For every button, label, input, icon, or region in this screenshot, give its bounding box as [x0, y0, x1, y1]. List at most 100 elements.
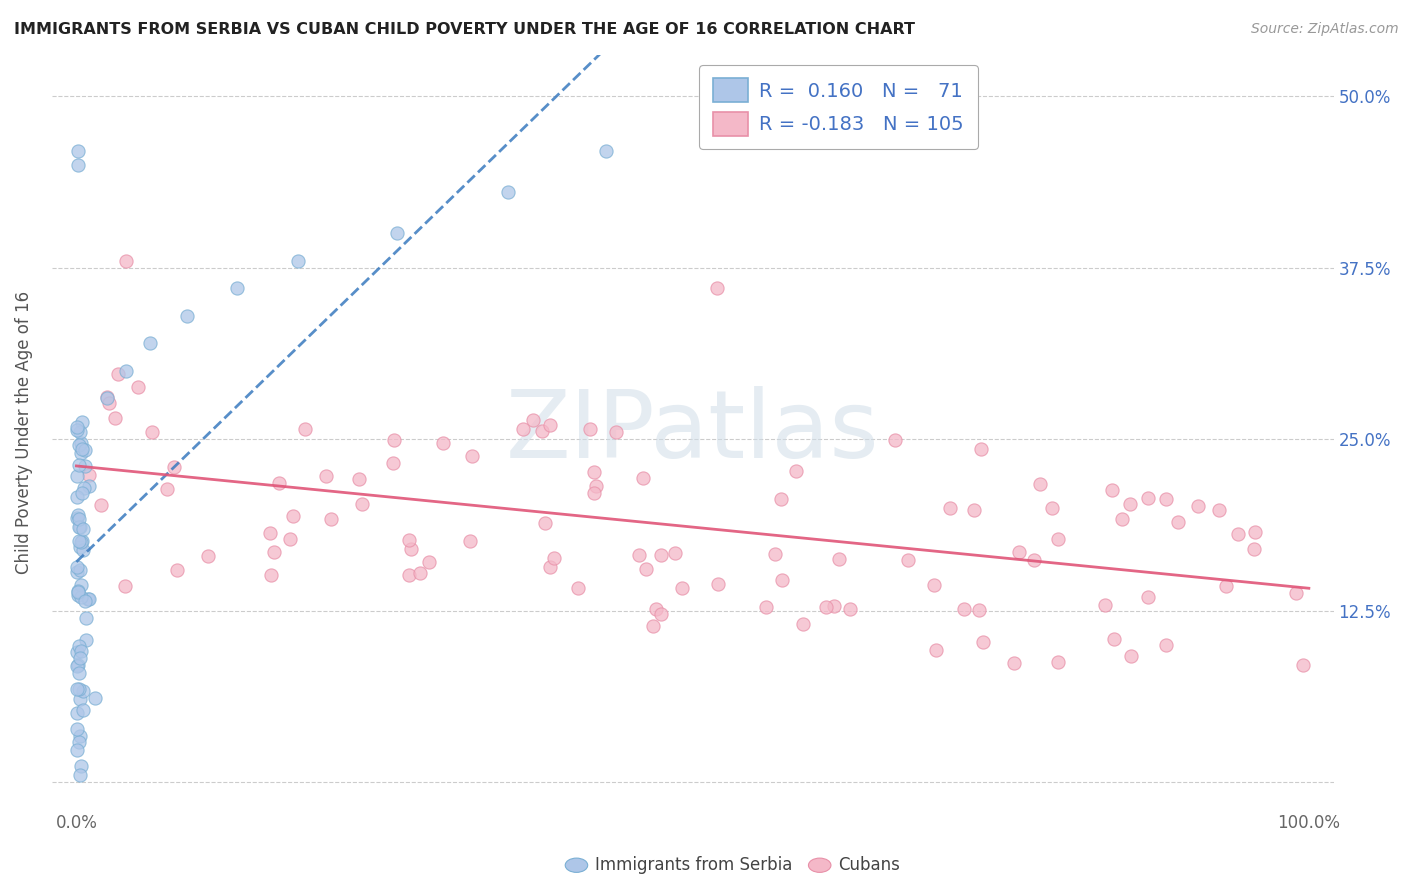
Text: ZIPatlas: ZIPatlas — [506, 386, 879, 478]
Point — [114, 579, 136, 593]
Point — [72, 485, 94, 500]
Point — [496, 186, 519, 200]
Point — [66, 158, 89, 172]
Point — [1244, 525, 1267, 540]
Point — [382, 433, 405, 447]
Point — [77, 467, 100, 482]
Point — [69, 729, 91, 743]
Point — [595, 144, 617, 158]
Point — [77, 591, 100, 606]
Point — [763, 547, 786, 561]
Point — [671, 582, 693, 596]
Point — [66, 589, 89, 603]
Point — [838, 602, 860, 616]
Point — [73, 459, 96, 474]
Point — [350, 497, 373, 511]
Point — [66, 645, 89, 659]
Point — [66, 743, 89, 757]
Point — [66, 469, 89, 483]
Point — [1002, 656, 1025, 670]
Point — [114, 253, 136, 268]
Point — [72, 522, 94, 536]
Point — [385, 227, 408, 241]
Point — [141, 425, 163, 439]
Point — [770, 491, 793, 506]
Point — [1208, 503, 1230, 517]
Point — [166, 563, 188, 577]
Point — [814, 599, 837, 614]
Point — [1154, 491, 1177, 506]
Point — [1111, 511, 1133, 525]
Point — [1046, 532, 1069, 546]
Point — [66, 584, 89, 599]
Point — [97, 395, 120, 409]
Point — [1047, 655, 1070, 669]
Point — [269, 475, 291, 490]
Point — [263, 545, 285, 559]
Point — [540, 417, 562, 432]
Point — [69, 650, 91, 665]
Point — [67, 639, 90, 653]
Point — [636, 562, 658, 576]
Point — [70, 442, 93, 456]
Point — [67, 681, 90, 696]
Point — [96, 390, 118, 404]
Point — [512, 422, 534, 436]
Text: Source: ZipAtlas.com: Source: ZipAtlas.com — [1251, 22, 1399, 37]
Point — [77, 591, 100, 606]
Point — [66, 658, 89, 673]
Point — [605, 425, 627, 439]
Point — [461, 449, 484, 463]
Point — [114, 363, 136, 377]
Point — [72, 703, 94, 717]
Point — [66, 559, 89, 574]
Point — [70, 591, 93, 605]
Point — [792, 616, 814, 631]
Point — [785, 464, 807, 478]
Point — [349, 471, 371, 485]
Point — [1187, 500, 1209, 514]
Point — [225, 281, 247, 295]
Point — [69, 520, 91, 534]
Point — [72, 542, 94, 557]
Point — [567, 581, 589, 595]
Point — [70, 446, 93, 460]
Point — [66, 419, 89, 434]
Point — [644, 602, 666, 616]
Point — [938, 501, 960, 516]
Point — [707, 577, 730, 591]
Point — [66, 706, 89, 720]
Point — [828, 552, 851, 566]
Point — [70, 759, 93, 773]
Point — [69, 541, 91, 555]
Point — [628, 548, 651, 562]
Point — [70, 436, 93, 450]
Point — [1156, 639, 1178, 653]
Point — [533, 516, 555, 530]
Point — [1094, 598, 1116, 612]
Point — [583, 486, 606, 500]
Point — [67, 666, 90, 681]
Point — [67, 533, 90, 548]
Point — [67, 512, 90, 526]
Point — [69, 563, 91, 577]
Point — [970, 442, 993, 457]
Point — [770, 574, 793, 588]
Point — [538, 560, 561, 574]
Point — [67, 735, 90, 749]
Point — [884, 433, 907, 447]
Point — [543, 550, 565, 565]
Point — [90, 498, 112, 512]
Point — [1243, 542, 1265, 557]
Point — [77, 479, 100, 493]
Point — [1136, 491, 1159, 506]
Point — [582, 465, 605, 479]
Point — [69, 644, 91, 658]
Point — [579, 422, 602, 436]
Point — [287, 253, 309, 268]
Point — [1119, 497, 1142, 511]
Point — [278, 532, 301, 546]
Point — [418, 555, 440, 569]
Point — [460, 534, 482, 549]
Text: IMMIGRANTS FROM SERBIA VS CUBAN CHILD POVERTY UNDER THE AGE OF 16 CORRELATION CH: IMMIGRANTS FROM SERBIA VS CUBAN CHILD PO… — [14, 22, 915, 37]
